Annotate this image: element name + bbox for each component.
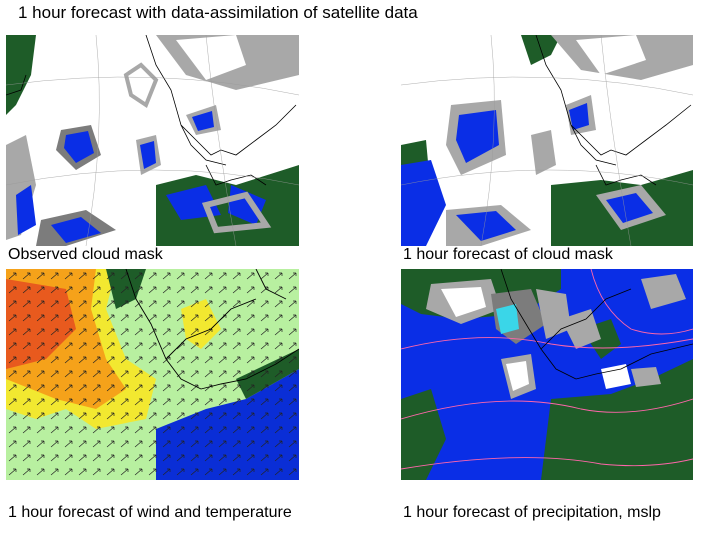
map-forecast-precipitation-mslp (401, 269, 693, 480)
land-region (6, 35, 36, 115)
map-forecast-wind-temperature (6, 269, 299, 480)
caption-forecast-wind-temperature: 1 hour forecast of wind and temperature (8, 504, 292, 521)
map-forecast-cloud-mask (401, 35, 693, 246)
figure-title: 1 hour forecast with data-assimilation o… (18, 3, 418, 22)
map-observed-cloud-mask (6, 35, 299, 246)
caption-forecast-precipitation-mslp: 1 hour forecast of precipitation, mslp (403, 504, 661, 521)
caption-observed-cloud-mask: Observed cloud mask (8, 246, 163, 263)
caption-forecast-cloud-mask: 1 hour forecast of cloud mask (403, 246, 613, 263)
